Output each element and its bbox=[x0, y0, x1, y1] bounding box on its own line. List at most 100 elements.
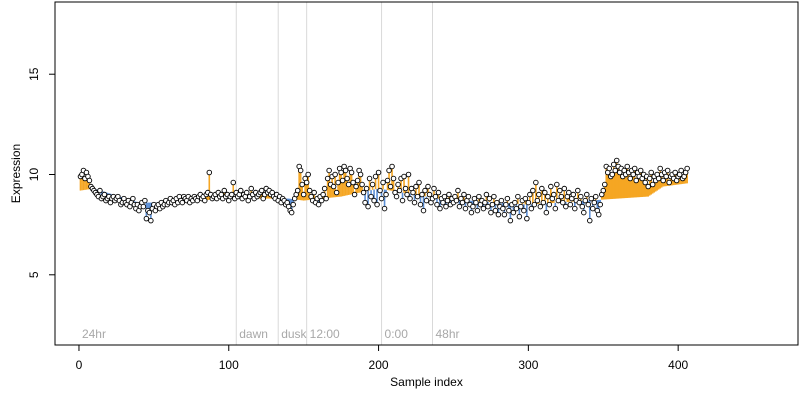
data-point bbox=[248, 185, 254, 192]
data-point bbox=[597, 201, 604, 208]
data-point bbox=[524, 215, 530, 222]
data-point bbox=[444, 197, 451, 204]
data-point bbox=[633, 177, 639, 184]
data-point bbox=[342, 167, 349, 174]
data-point bbox=[600, 187, 607, 194]
data-point bbox=[527, 191, 533, 198]
y-axis-label: Expression bbox=[9, 144, 23, 203]
data-point bbox=[498, 197, 505, 204]
data-point bbox=[513, 205, 520, 212]
data-point bbox=[359, 181, 365, 188]
data-point bbox=[521, 207, 527, 214]
data-point bbox=[402, 185, 409, 192]
data-point bbox=[558, 193, 565, 200]
data-point bbox=[369, 181, 376, 188]
data-point bbox=[365, 203, 371, 210]
data-point bbox=[243, 189, 250, 196]
data-point bbox=[390, 175, 397, 182]
data-point bbox=[425, 183, 431, 190]
data-point bbox=[404, 191, 410, 198]
data-point bbox=[590, 205, 596, 212]
data-point bbox=[431, 185, 437, 192]
data-point bbox=[588, 195, 595, 202]
data-point bbox=[637, 167, 644, 174]
data-point bbox=[655, 175, 662, 182]
data-point bbox=[333, 189, 340, 196]
data-point bbox=[531, 201, 538, 208]
region-label: 0:00 bbox=[385, 327, 409, 341]
data-point bbox=[480, 205, 487, 212]
data-point bbox=[416, 179, 422, 186]
data-point bbox=[627, 175, 633, 182]
data-point bbox=[335, 179, 341, 186]
data-point bbox=[417, 201, 424, 208]
data-point bbox=[642, 179, 648, 186]
data-point bbox=[546, 201, 553, 208]
data-point bbox=[414, 193, 421, 200]
data-point bbox=[386, 167, 392, 174]
x-tick-label: 0 bbox=[76, 358, 83, 372]
data-point bbox=[422, 187, 428, 194]
data-point bbox=[596, 211, 602, 218]
data-point bbox=[339, 177, 346, 184]
data-point bbox=[362, 199, 368, 206]
data-point bbox=[684, 165, 690, 172]
data-point bbox=[294, 187, 301, 194]
data-point bbox=[426, 191, 433, 198]
data-point bbox=[610, 161, 617, 168]
data-point bbox=[372, 173, 379, 180]
data-point bbox=[474, 207, 481, 214]
data-point bbox=[423, 197, 430, 204]
data-point bbox=[393, 193, 400, 200]
data-point bbox=[345, 181, 352, 188]
data-point bbox=[560, 199, 566, 206]
x-tick-label: 300 bbox=[518, 358, 538, 372]
data-point bbox=[631, 165, 638, 172]
data-point bbox=[468, 209, 475, 216]
data-point bbox=[354, 177, 361, 184]
data-point bbox=[489, 201, 496, 208]
data-point bbox=[461, 191, 467, 198]
data-point bbox=[323, 195, 329, 202]
data-point bbox=[360, 189, 367, 196]
data-point bbox=[320, 191, 326, 198]
data-point bbox=[230, 179, 237, 186]
data-point bbox=[581, 209, 587, 216]
data-point bbox=[101, 191, 108, 198]
data-point bbox=[434, 201, 440, 208]
data-point bbox=[495, 211, 502, 218]
data-point bbox=[443, 203, 449, 210]
data-point bbox=[432, 193, 439, 200]
data-point bbox=[383, 191, 389, 198]
data-point bbox=[420, 207, 427, 214]
data-point bbox=[353, 183, 359, 190]
data-point bbox=[584, 191, 590, 198]
data-point bbox=[678, 167, 684, 174]
data-point bbox=[206, 169, 213, 176]
data-point bbox=[410, 189, 416, 196]
data-point bbox=[648, 169, 654, 176]
data-point bbox=[143, 215, 150, 222]
data-point bbox=[576, 199, 583, 206]
data-point bbox=[575, 187, 581, 194]
data-point bbox=[570, 191, 577, 198]
data-point bbox=[522, 195, 529, 202]
data-point bbox=[494, 199, 500, 206]
data-point bbox=[86, 177, 93, 184]
data-point bbox=[348, 169, 355, 176]
data-point bbox=[389, 163, 395, 170]
data-point bbox=[551, 191, 557, 198]
data-point bbox=[516, 213, 523, 220]
data-point bbox=[518, 203, 524, 210]
data-point bbox=[146, 209, 153, 216]
data-point bbox=[663, 173, 669, 180]
data-point bbox=[539, 185, 545, 192]
data-point bbox=[368, 193, 374, 200]
y-tick-label: 5 bbox=[27, 271, 41, 278]
x-tick-label: 100 bbox=[219, 358, 239, 372]
data-point bbox=[563, 203, 569, 210]
data-point bbox=[646, 175, 653, 182]
data-point bbox=[305, 171, 311, 178]
data-point bbox=[311, 189, 317, 196]
